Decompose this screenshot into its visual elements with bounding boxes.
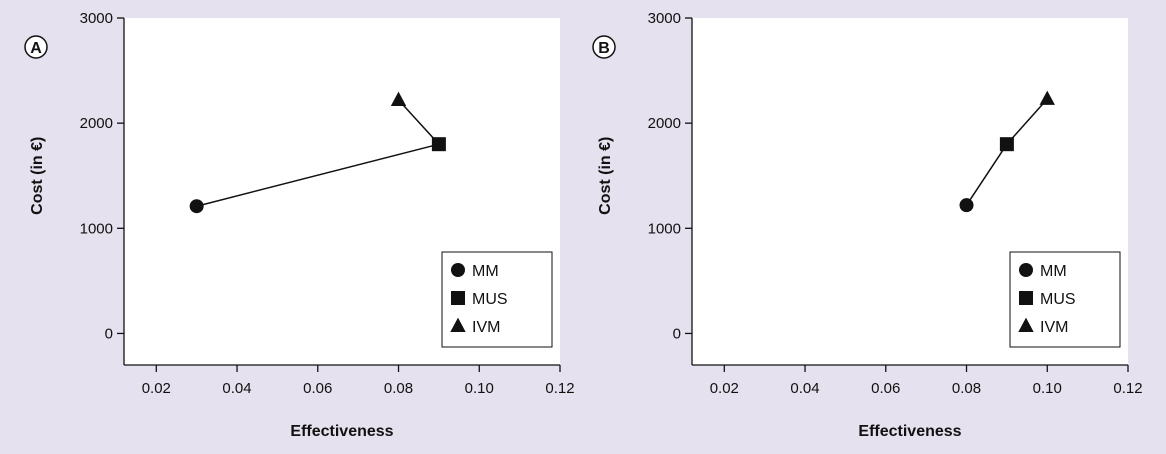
y-tick-label: 1000 bbox=[648, 220, 681, 237]
y-tick-label: 0 bbox=[673, 325, 681, 342]
panel-letter-badge bbox=[592, 35, 616, 59]
panel-a: 0 1000 2000 3000 0.02 0.04 0.06 0.08 0.10 0.12 Eff… bbox=[24, 10, 575, 440]
x-tick-label: 0.08 bbox=[384, 380, 413, 397]
legend-marker-mus bbox=[1019, 291, 1033, 305]
x-tick-label: 0.06 bbox=[871, 380, 900, 397]
y-tick-label: 3000 bbox=[648, 10, 681, 27]
x-tick-label: 0.02 bbox=[142, 380, 171, 397]
y-tick-label: 1000 bbox=[80, 220, 113, 237]
x-tick-label: 0.06 bbox=[303, 380, 332, 397]
connector-mus-ivm bbox=[397, 99, 440, 145]
legend-marker-mm bbox=[451, 263, 465, 277]
x-tick-label: 0.04 bbox=[790, 380, 819, 397]
x-tick-label: 0.10 bbox=[465, 380, 494, 397]
data-point-mus bbox=[999, 137, 1014, 152]
x-axis-title: Effectiveness bbox=[858, 423, 961, 440]
connector-mm-mus bbox=[196, 143, 440, 207]
x-axis-title: Effectiveness bbox=[290, 423, 393, 440]
data-point-mm bbox=[959, 198, 974, 213]
legend-label-ivm: IVM bbox=[1040, 319, 1068, 336]
x-tick-label: 0.02 bbox=[710, 380, 739, 397]
legend-label-mus: MUS bbox=[472, 291, 508, 308]
data-point-mus bbox=[431, 137, 446, 152]
data-point-ivm bbox=[1039, 90, 1055, 105]
x-tick-label: 0.12 bbox=[1113, 380, 1142, 397]
data-point-ivm bbox=[390, 91, 407, 106]
legend-label-mm: MM bbox=[1040, 263, 1067, 280]
y-tick-label: 2000 bbox=[648, 115, 681, 132]
panel-letter-badge bbox=[24, 35, 48, 59]
data-point-mm bbox=[189, 199, 204, 214]
legend-label-mm: MM bbox=[472, 263, 499, 280]
legend-label-mus: MUS bbox=[1040, 291, 1076, 308]
panel-letter: B bbox=[598, 40, 610, 57]
connector-mus-ivm bbox=[1006, 98, 1048, 145]
x-tick-label: 0.12 bbox=[545, 380, 574, 397]
y-axis-title: Cost (in €) bbox=[597, 137, 614, 215]
y-tick-label: 2000 bbox=[80, 115, 113, 132]
legend-marker-mus bbox=[451, 291, 465, 305]
legend-marker-ivm bbox=[450, 317, 466, 332]
panel-letter: A bbox=[30, 40, 42, 57]
x-tick-label: 0.04 bbox=[222, 380, 251, 397]
legend-marker-mm bbox=[1019, 263, 1033, 277]
x-tick-label: 0.10 bbox=[1033, 380, 1062, 397]
y-axis-title: Cost (in €) bbox=[29, 137, 46, 215]
legend-label-ivm: IVM bbox=[472, 319, 500, 336]
connector-mm-mus bbox=[965, 143, 1008, 206]
y-tick-label: 3000 bbox=[80, 10, 113, 27]
x-tick-label: 0.08 bbox=[952, 380, 981, 397]
legend-marker-ivm bbox=[1018, 317, 1034, 332]
y-tick-label: 0 bbox=[105, 325, 113, 342]
panel-b: 0 1000 2000 3000 0.02 0.04 0.06 0.08 0.10 0.12 Eff… bbox=[592, 10, 1143, 440]
